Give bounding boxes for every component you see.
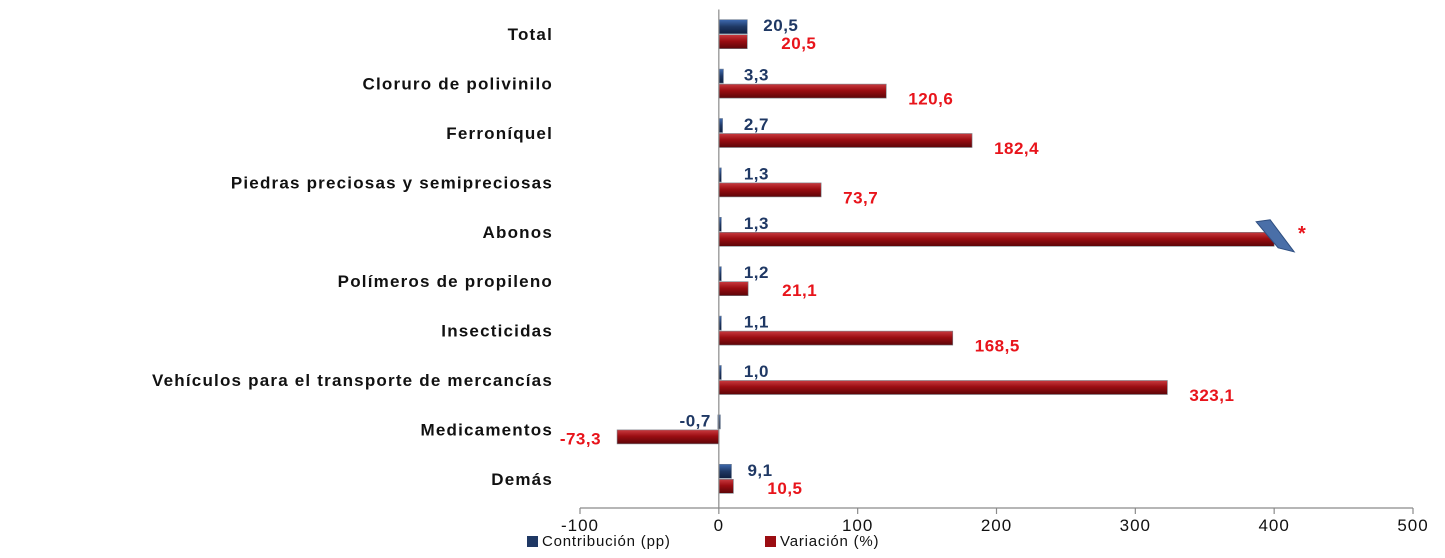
label-variacion-cloruro-de-polivinilo: 120,6: [908, 90, 953, 109]
bar-contribucion-cloruro-de-polivinilo: [718, 68, 724, 84]
category-label-abonos: Abonos: [483, 223, 553, 242]
label-contribucion-vehiculos-para-el-transporte-de-mercancias: 1,0: [744, 362, 769, 381]
bar-variacion-medicamentos: [616, 429, 720, 445]
label-contribucion-insecticidas: 1,1: [744, 313, 769, 332]
x-tick-label-0: 0: [714, 516, 724, 535]
bars-group: [616, 19, 1296, 494]
label-contribucion-ferroniquel: 2,7: [744, 115, 769, 134]
bar-variacion-cloruro-de-polivinilo: [718, 83, 887, 99]
label-variacion-demas: 10,5: [767, 479, 802, 498]
label-variacion-vehiculos-para-el-transporte-de-mercancias: 323,1: [1189, 386, 1234, 405]
category-labels: Total Cloruro de polivinilo Ferroníquel Pie…: [152, 25, 554, 489]
bar-contribucion-total: [718, 19, 748, 35]
bar-variacion-insecticidas: [718, 330, 954, 346]
x-tick-label-200: 200: [981, 516, 1012, 535]
label-contribucion-abonos: 1,3: [744, 214, 769, 233]
x-tick-label-400: 400: [1258, 516, 1289, 535]
legend-label-contribucion: Contribución (pp): [542, 533, 671, 550]
bar-variacion-demas: [718, 478, 734, 494]
label-variacion-piedras-preciosas-y-semipreciosas: 73,7: [843, 188, 878, 207]
label-contribucion-piedras-preciosas-y-semipreciosas: 1,3: [744, 164, 769, 183]
category-label-vehiculos-para-el-transporte-de-mercancias: Vehículos para el transporte de mercancí…: [152, 371, 553, 390]
x-axis: -100 0 100 200 300 400 500: [561, 9, 1428, 535]
bar-variacion-piedras-preciosas-y-semipreciosas: [718, 182, 822, 198]
label-contribucion-polimeros-de-propileno: 1,2: [744, 263, 769, 282]
label-contribucion-total: 20,5: [763, 16, 798, 35]
category-label-demas: Demás: [491, 470, 553, 489]
axis-break-marker: [1255, 219, 1296, 253]
x-tick-label-500: 500: [1397, 516, 1428, 535]
label-contribucion-medicamentos: -0,7: [680, 411, 711, 430]
category-label-total: Total: [508, 25, 553, 44]
bar-variacion-vehiculos-para-el-transporte-de-mercancias: [718, 380, 1168, 395]
legend-swatch-contribucion: [527, 536, 538, 547]
x-tick-label--100: -100: [561, 516, 599, 535]
category-label-cloruro-de-polivinilo: Cloruro de polivinilo: [363, 75, 553, 94]
bar-variacion-abonos: [718, 232, 1275, 247]
label-variacion-total: 20,5: [781, 34, 816, 53]
category-label-insecticidas: Insecticidas: [441, 322, 553, 341]
label-variacion-medicamentos: -73,3: [560, 429, 601, 448]
label-variacion-abonos: *: [1298, 223, 1306, 245]
category-label-ferroniquel: Ferroníquel: [446, 124, 553, 143]
legend-label-variacion: Variación (%): [780, 533, 879, 550]
label-variacion-insecticidas: 168,5: [975, 337, 1020, 356]
label-contribucion-cloruro-de-polivinilo: 3,3: [744, 66, 769, 85]
bar-contribucion-demas: [718, 463, 732, 479]
x-tick-label-100: 100: [842, 516, 873, 535]
data-labels: 20,520,5 3,3 120,6 2,7 182,4 1,3 73,7 1,3 * 1,2 21…: [560, 16, 1306, 498]
legend: Contribución (pp) Variación (%): [527, 533, 879, 550]
label-contribucion-demas: 9,1: [747, 461, 772, 480]
category-label-piedras-preciosas-y-semipreciosas: Piedras preciosas y semipreciosas: [231, 173, 553, 192]
label-variacion-ferroniquel: 182,4: [994, 139, 1039, 158]
category-label-polimeros-de-propileno: Polímeros de propileno: [338, 272, 553, 291]
x-tick-label-300: 300: [1120, 516, 1151, 535]
bar-variacion-ferroniquel: [718, 133, 973, 148]
bar-variacion-polimeros-de-propileno: [718, 281, 749, 297]
legend-swatch-variacion: [765, 536, 776, 547]
bar-variacion-total: [718, 34, 748, 50]
label-variacion-polimeros-de-propileno: 21,1: [782, 281, 817, 300]
category-label-medicamentos: Medicamentos: [421, 420, 554, 439]
